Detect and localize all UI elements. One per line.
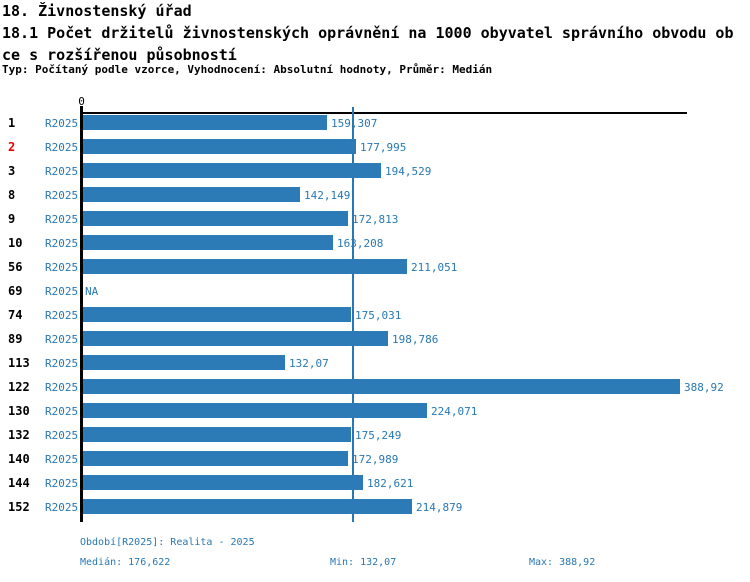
row-territory-number: 113	[8, 356, 30, 370]
table-row: 89 R2025 198,786	[0, 331, 750, 355]
bar-value-label: 172,989	[352, 453, 399, 466]
table-row: 144 R2025 182,621	[0, 475, 750, 499]
row-period-label: R2025	[45, 501, 79, 514]
indicator-title-line2: ce s rozšířenou působností	[2, 46, 237, 64]
x-axis-zero-tick-label: 0	[78, 95, 85, 108]
bar-value-label: 198,786	[392, 333, 439, 346]
value-bar	[83, 331, 388, 346]
row-period-label: R2025	[45, 477, 79, 490]
row-territory-number: 1	[8, 116, 16, 130]
bar-value-label: 388,92	[684, 381, 724, 394]
value-bar	[83, 139, 356, 154]
indicator-title-line1: 18.1 Počet držitelů živnostenských opráv…	[2, 24, 734, 42]
row-period-label: R2025	[45, 333, 79, 346]
table-row: 122 R2025 388,92	[0, 379, 750, 403]
row-period-label: R2025	[45, 213, 79, 226]
value-bar	[83, 403, 427, 418]
row-period-label: R2025	[45, 237, 79, 250]
bar-value-label: 163,208	[337, 237, 384, 250]
bar-value-label: 175,249	[355, 429, 402, 442]
bar-value-label: 175,031	[355, 309, 402, 322]
bar-value-label: 172,813	[352, 213, 399, 226]
row-territory-number: 2	[8, 140, 16, 154]
value-bar	[83, 115, 327, 130]
row-period-label: R2025	[45, 357, 79, 370]
row-territory-number: 56	[8, 260, 23, 274]
bar-value-label: 177,995	[360, 141, 407, 154]
table-row: 3 R2025 194,529	[0, 163, 750, 187]
table-row: 152 R2025 214,879	[0, 499, 750, 523]
row-territory-number: 140	[8, 452, 30, 466]
row-period-label: R2025	[45, 165, 79, 178]
table-row: 74 R2025 175,031	[0, 307, 750, 331]
bar-value-label: 194,529	[385, 165, 432, 178]
row-territory-number: 144	[8, 476, 30, 490]
bar-value-label: 132,07	[289, 357, 329, 370]
value-bar	[83, 451, 348, 466]
row-territory-number: 3	[8, 164, 16, 178]
report-section-title: 18. Živnostenský úřad	[2, 2, 192, 20]
value-bar	[83, 163, 381, 178]
bar-value-label: 142,149	[304, 189, 351, 202]
row-period-label: R2025	[45, 189, 79, 202]
row-territory-number: 74	[8, 308, 23, 322]
value-bar	[83, 499, 412, 514]
value-bar	[83, 475, 363, 490]
table-row: 130 R2025 224,071	[0, 403, 750, 427]
table-row: 69 R2025 NA	[0, 283, 750, 307]
row-period-label: R2025	[45, 309, 79, 322]
value-bar	[83, 427, 351, 442]
bar-value-label: 182,621	[367, 477, 414, 490]
footer-max-stat: Max: 388,92	[529, 557, 596, 568]
table-row: 9 R2025 172,813	[0, 211, 750, 235]
table-row: 113 R2025 132,07	[0, 355, 750, 379]
missing-value-label: NA	[85, 285, 99, 298]
table-row: 8 R2025 142,149	[0, 187, 750, 211]
bar-value-label: 159,307	[331, 117, 378, 130]
footer-min-stat: Min: 132,07	[330, 557, 397, 568]
row-period-label: R2025	[45, 261, 79, 274]
bar-value-label: 214,879	[416, 501, 463, 514]
row-territory-number: 130	[8, 404, 30, 418]
table-row: 10 R2025 163,208	[0, 235, 750, 259]
row-territory-number: 122	[8, 380, 30, 394]
y-axis-line	[80, 106, 83, 522]
row-period-label: R2025	[45, 381, 79, 394]
footer-period-legend: Období[R2025]: Realita - 2025	[80, 537, 255, 548]
value-bar	[83, 211, 348, 226]
row-territory-number: 8	[8, 188, 16, 202]
chart-meta-info: Typ: Počítaný podle vzorce, Vyhodnocení:…	[2, 63, 493, 76]
value-bar	[83, 355, 285, 370]
row-territory-number: 69	[8, 284, 23, 298]
row-territory-number: 152	[8, 500, 30, 514]
row-territory-number: 132	[8, 428, 30, 442]
table-row: 56 R2025 211,051	[0, 259, 750, 283]
row-period-label: R2025	[45, 405, 79, 418]
row-period-label: R2025	[45, 117, 79, 130]
row-period-label: R2025	[45, 453, 79, 466]
table-row: 140 R2025 172,989	[0, 451, 750, 475]
table-row: 1 R2025 159,307	[0, 115, 750, 139]
bar-value-label: 211,051	[411, 261, 458, 274]
value-bar	[83, 307, 351, 322]
table-row: 132 R2025 175,249	[0, 427, 750, 451]
row-territory-number: 9	[8, 212, 16, 226]
value-bar	[83, 259, 407, 274]
row-period-label: R2025	[45, 141, 79, 154]
row-territory-number: 89	[8, 332, 23, 346]
x-axis-line	[80, 112, 687, 114]
value-bar	[83, 235, 333, 250]
bar-value-label: 224,071	[431, 405, 478, 418]
row-territory-number: 10	[8, 236, 23, 250]
value-bar	[83, 187, 300, 202]
value-bar	[83, 379, 680, 394]
row-period-label: R2025	[45, 429, 79, 442]
median-reference-line	[352, 107, 354, 522]
row-period-label: R2025	[45, 285, 79, 298]
footer-median-stat: Medián: 176,622	[80, 557, 171, 568]
table-row: 2 R2025 177,995	[0, 139, 750, 163]
